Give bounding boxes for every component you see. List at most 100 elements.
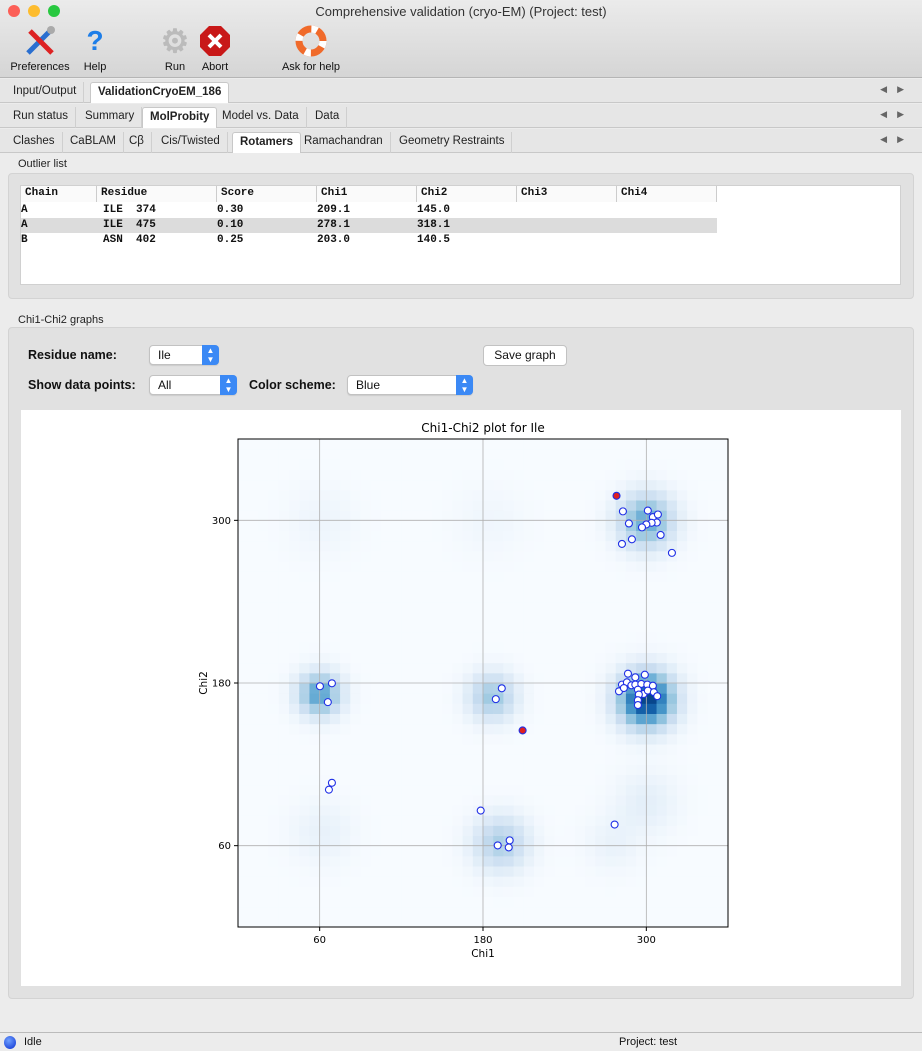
- close-window-button[interactable]: [8, 5, 20, 17]
- heatmap-cell: [646, 805, 658, 816]
- heatmap-cell: [585, 591, 596, 603]
- heatmap-cell: [544, 916, 555, 928]
- heatmap-cell: [268, 550, 280, 562]
- column-header-chi4[interactable]: Chi4: [617, 186, 717, 202]
- run-button[interactable]: ⚙ Run: [158, 23, 192, 73]
- heatmap-cell: [248, 754, 259, 765]
- abort-button[interactable]: Abort: [196, 24, 234, 73]
- column-header-chi1[interactable]: Chi1: [317, 186, 417, 202]
- tab-validation-cryoem[interactable]: ValidationCryoEM_186: [90, 82, 230, 103]
- heatmap-cell: [248, 784, 259, 796]
- heatmap-cell: [350, 896, 361, 908]
- tab-model-vs-data[interactable]: Model vs. Data: [215, 107, 307, 128]
- heatmap-cell: [523, 469, 535, 481]
- tab-scroll-arrows[interactable]: ◀▶: [880, 109, 914, 119]
- save-graph-button[interactable]: Save graph: [483, 345, 567, 366]
- heatmap-cell: [646, 591, 658, 603]
- heatmap-cell: [666, 530, 678, 542]
- heatmap-cell: [472, 744, 484, 755]
- heatmap-cell: [421, 459, 433, 470]
- heatmap-cell: [656, 683, 668, 694]
- heatmap-cell: [676, 550, 688, 562]
- tab-scroll-arrows[interactable]: ◀▶: [880, 84, 914, 94]
- ask-for-help-button[interactable]: Ask for help: [276, 24, 346, 73]
- tab-molprobity[interactable]: MolProbity: [142, 107, 218, 128]
- heatmap-cell: [350, 855, 361, 867]
- tab-ramachandran[interactable]: Ramachandran: [297, 132, 391, 153]
- column-header-score[interactable]: Score: [217, 186, 317, 202]
- tab-clashes[interactable]: Clashes: [6, 132, 63, 153]
- zoom-window-button[interactable]: [48, 5, 60, 17]
- heatmap-cell: [666, 774, 678, 786]
- heatmap-cell: [340, 876, 351, 887]
- heatmap-cell: [666, 601, 678, 613]
- heatmap-cell: [636, 906, 647, 918]
- heatmap-cell: [268, 479, 280, 491]
- heatmap-cell: [605, 703, 617, 714]
- heatmap-cell: [687, 784, 698, 796]
- tab-scroll-arrows[interactable]: ◀▶: [880, 134, 914, 144]
- heatmap-cell: [299, 713, 310, 725]
- heatmap-cell: [258, 845, 270, 857]
- heatmap-cell: [534, 510, 545, 521]
- heatmap-cell: [707, 855, 719, 867]
- column-header-chi2[interactable]: Chi2: [417, 186, 517, 202]
- heatmap-cell: [411, 662, 423, 674]
- heatmap-cell: [309, 744, 321, 755]
- heatmap-cell: [278, 744, 290, 755]
- table-row[interactable]: A ILE 475 0.10 278.1 318.1: [21, 218, 717, 233]
- heatmap-cell: [340, 439, 351, 450]
- tab-geometry-restraints[interactable]: Geometry Restraints: [392, 132, 513, 153]
- heatmap-cell: [431, 449, 443, 460]
- heatmap-cell: [309, 550, 321, 562]
- table-row[interactable]: A ILE 374 0.30 209.1 145.0: [21, 203, 717, 218]
- minimize-window-button[interactable]: [28, 5, 40, 17]
- heatmap-cell: [309, 439, 321, 450]
- heatmap-cell: [605, 886, 617, 897]
- abort-label: Abort: [201, 61, 229, 73]
- table-row[interactable]: B ASN 402 0.25 203.0 140.5: [21, 233, 717, 248]
- heatmap-cell: [431, 642, 443, 653]
- heatmap-cell: [329, 916, 341, 928]
- outlier-table[interactable]: Chain Residue Score Chi1 Chi2 Chi3 Chi4 …: [20, 185, 901, 285]
- tab-run-status[interactable]: Run status: [6, 107, 76, 128]
- heatmap-cell: [299, 662, 310, 674]
- heatmap-cell: [238, 906, 249, 918]
- tab-cis-twisted[interactable]: Cis/Twisted: [154, 132, 228, 153]
- tab-cablam[interactable]: CaBLAM: [63, 132, 125, 153]
- tab-data[interactable]: Data: [308, 107, 348, 128]
- heatmap-cell: [707, 672, 719, 684]
- heatmap-cell: [656, 540, 668, 552]
- tab-cbeta[interactable]: Cβ: [122, 132, 152, 153]
- heatmap-cell: [442, 784, 453, 796]
- heatmap-cell: [585, 886, 596, 897]
- heatmap-cell: [554, 703, 566, 714]
- help-button[interactable]: ? Help: [78, 24, 112, 73]
- color-scheme-select[interactable]: Blue ▲ ▼: [347, 375, 473, 395]
- heatmap-cell: [380, 510, 392, 521]
- heatmap-cell: [411, 632, 423, 643]
- tab-summary[interactable]: Summary: [78, 107, 143, 128]
- column-header-residue[interactable]: Residue: [97, 186, 217, 202]
- preferences-button[interactable]: Preferences: [6, 24, 74, 73]
- heatmap-cell: [534, 703, 545, 714]
- tab-input-output[interactable]: Input/Output: [6, 82, 85, 103]
- heatmap-cell: [513, 571, 525, 582]
- residue-name-select[interactable]: Ile ▲ ▼: [149, 345, 219, 365]
- column-header-chi3[interactable]: Chi3: [517, 186, 617, 202]
- heatmap-cell: [248, 561, 259, 572]
- heatmap-cell: [717, 815, 729, 826]
- heatmap-cell: [380, 561, 392, 572]
- heatmap-cell: [697, 540, 709, 552]
- heatmap-cell: [625, 652, 637, 664]
- heatmap-cell: [380, 540, 392, 552]
- show-data-points-select[interactable]: All ▲ ▼: [149, 375, 237, 395]
- tab-rotamers[interactable]: Rotamers: [232, 132, 302, 153]
- heatmap-cell: [329, 479, 341, 491]
- column-header-chain[interactable]: Chain: [21, 186, 97, 202]
- heatmap-cell: [421, 886, 433, 897]
- heatmap-cell: [329, 469, 341, 481]
- heatmap-cell: [717, 825, 729, 836]
- heatmap-cell: [574, 561, 586, 572]
- heatmap-cell: [340, 591, 351, 603]
